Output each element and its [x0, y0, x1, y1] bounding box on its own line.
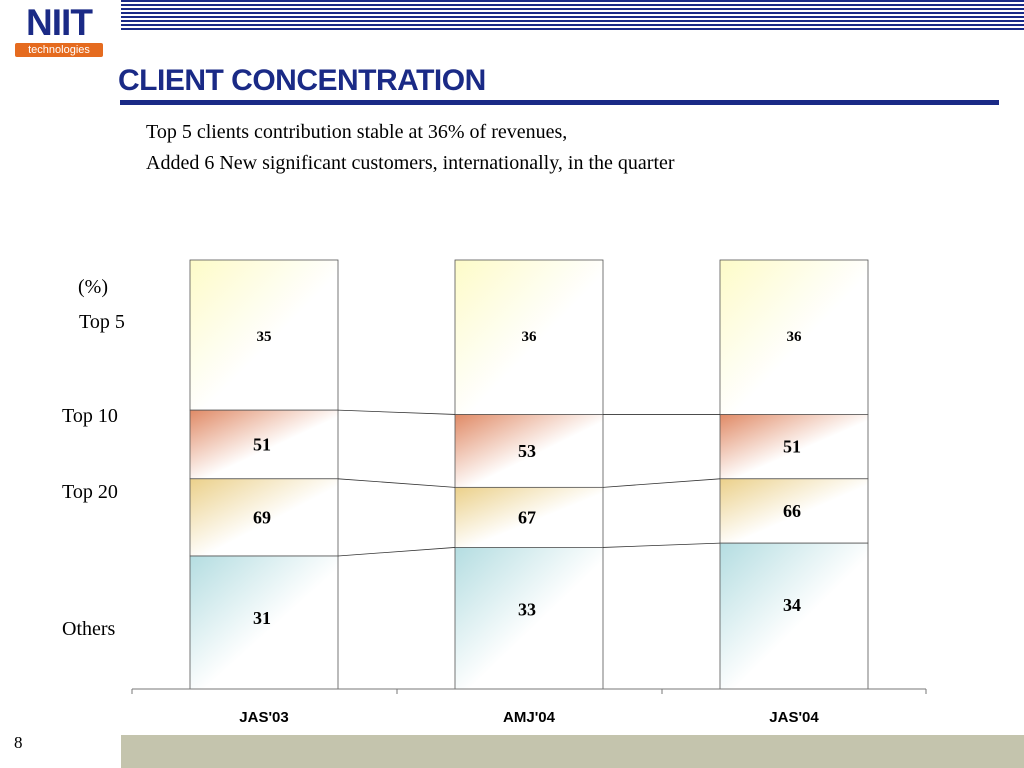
- series-label-top5: Top 5: [79, 311, 125, 333]
- label-top20-1: 69: [253, 507, 271, 527]
- page-number: 8: [14, 733, 23, 752]
- slide-title: CLIENT CONCENTRATION: [118, 64, 486, 97]
- logo-wordmark: NIIT: [26, 2, 93, 43]
- connector-line-3-1: [337, 547, 456, 557]
- series-label-others: Others: [62, 618, 116, 640]
- label-top5-3: 36: [787, 329, 803, 345]
- label-top20-3: 66: [783, 501, 801, 521]
- connector-line-2-1: [337, 478, 456, 488]
- label-others-2: 33: [518, 599, 536, 619]
- series-label-top20: Top 20: [62, 481, 118, 503]
- bar-top10-2: [454, 414, 604, 488]
- connector-line-2-2: [602, 478, 721, 488]
- bar-top5-3: [719, 259, 869, 415]
- connector-line-3-2: [602, 542, 721, 548]
- series-label-top10: Top 10: [62, 405, 118, 427]
- bar-top20-3: [719, 478, 869, 544]
- company-logo: NIIT technologies: [13, 2, 105, 57]
- x-tick-label-3: JAS'04: [769, 709, 819, 726]
- label-top10-1: 51: [253, 434, 271, 454]
- label-top10-3: 51: [783, 437, 801, 457]
- label-top5-1: 35: [257, 329, 272, 345]
- header-stripes: [121, 0, 1024, 32]
- label-others-3: 34: [783, 595, 801, 615]
- label-others-1: 31: [253, 608, 271, 628]
- bar-others-1: [189, 555, 339, 690]
- label-top20-2: 67: [518, 507, 536, 527]
- connector-line-1-1: [337, 409, 456, 415]
- bar-others-3: [719, 542, 869, 690]
- bar-top5-1: [189, 259, 339, 411]
- title-underline: [120, 100, 999, 105]
- label-top10-2: 53: [518, 441, 536, 461]
- label-top5-2: 36: [522, 329, 538, 345]
- bar-top20-2: [454, 486, 604, 548]
- bar-top5-2: [454, 259, 604, 415]
- x-tick-label-2: AMJ'04: [503, 709, 556, 726]
- y-unit-label: (%): [78, 276, 108, 298]
- subtitle-line-2: Added 6 New significant customers, inter…: [146, 152, 675, 174]
- bar-top10-3: [719, 414, 869, 480]
- logo-tagline: technologies: [15, 43, 103, 57]
- footer-bar: [121, 735, 1024, 768]
- x-tick-label-1: JAS'03: [239, 709, 288, 726]
- subtitle-line-1: Top 5 clients contribution stable at 36%…: [146, 121, 568, 143]
